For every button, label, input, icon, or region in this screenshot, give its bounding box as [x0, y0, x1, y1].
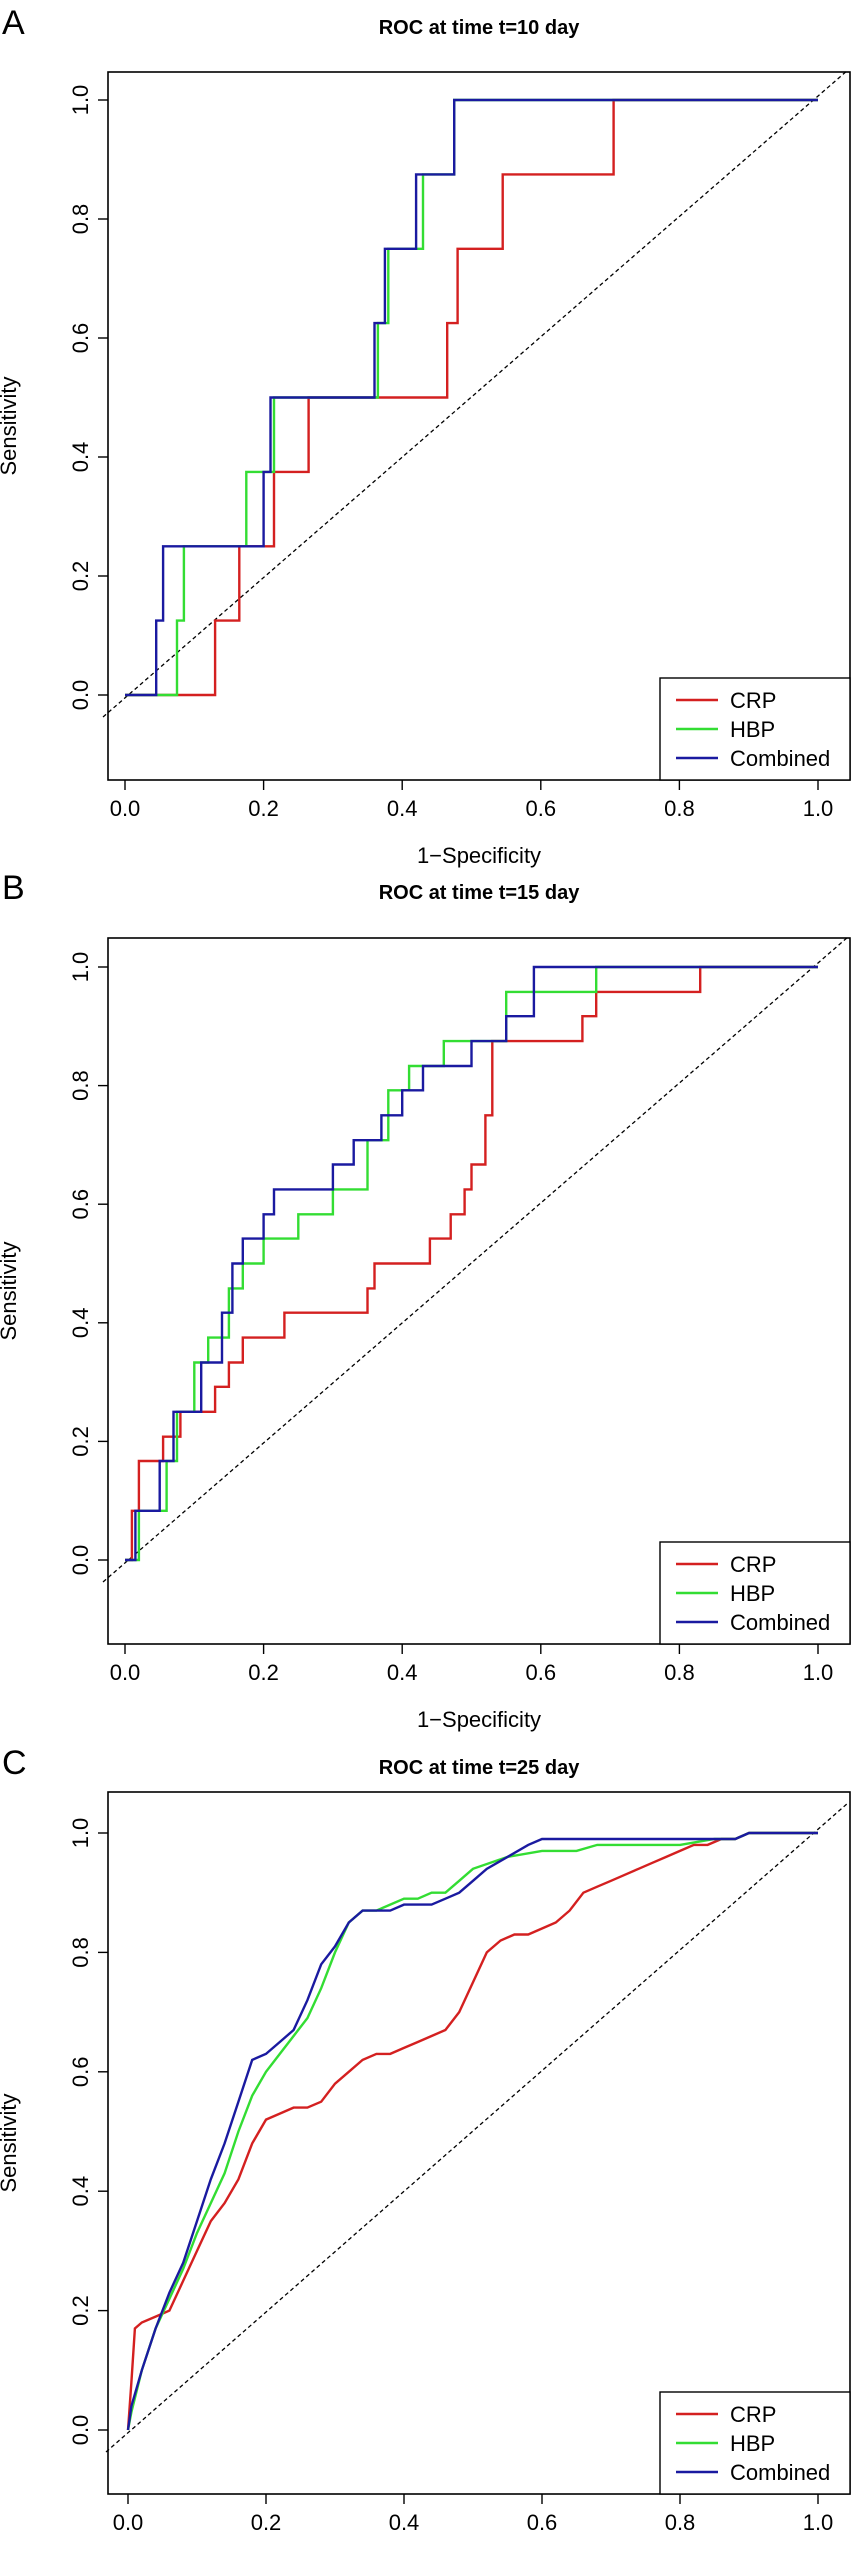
panel-c-plot-frame: [107, 1791, 851, 2495]
panel-a-y-tick-label: 0.4: [68, 442, 93, 473]
panel-a-y-tick-label: 0.8: [68, 204, 93, 235]
panel-b-legend-label-crp: CRP: [730, 1552, 776, 1577]
panel-a-series-crp: [125, 98, 818, 697]
panel-c-legend-label-hbp: HBP: [730, 2431, 775, 2456]
panel-b-y-tick-label: 0.0: [68, 1545, 93, 1576]
panel-a-x-tick-label: 0.2: [248, 796, 279, 821]
panel-a-y-axis-title: Sensitivity: [0, 376, 21, 475]
panel-a-legend-label-hbp: HBP: [730, 717, 775, 742]
panel-c-y-tick-label: 0.0: [68, 2415, 93, 2446]
panel-c-y-tick-label: 0.6: [68, 2057, 93, 2088]
panel-a-x-axis-title: 1−Specificity: [417, 843, 541, 868]
panel-a-legend-label-crp: CRP: [730, 688, 776, 713]
panel-a-y-tick-label: 0.2: [68, 561, 93, 592]
panel-b-plot-frame: [107, 937, 851, 1645]
panel-a-series-hbp: [125, 98, 818, 697]
panel-a-y-tick-label: 0.6: [68, 323, 93, 354]
panel-a-legend-label-combined: Combined: [730, 746, 830, 771]
panel-a-y-tick-label: 1.0: [68, 85, 93, 116]
panel-c-series-hbp: [126, 1831, 818, 2431]
panel-a-x-tick-label: 0.8: [664, 796, 695, 821]
panel-c-y-tick-label: 1.0: [68, 1818, 93, 1849]
panel-c-letter: C: [2, 1744, 27, 1782]
panel-b-series-crp: [125, 965, 818, 1562]
panel-b-legend-label-hbp: HBP: [730, 1581, 775, 1606]
panel-c-x-tick-label: 0.0: [113, 2510, 144, 2535]
panel-c-series-crp: [126, 1831, 818, 2431]
panel-c-x-tick-label: 0.4: [389, 2510, 420, 2535]
panel-c-y-tick-label: 0.2: [68, 2295, 93, 2326]
panel-c-diagonal-line: [105, 1802, 849, 2453]
panel-c-y-tick-label: 0.8: [68, 1937, 93, 1968]
panel-b-x-axis-title: 1−Specificity: [417, 1707, 541, 1732]
panel-b-x-tick-label: 0.4: [387, 1660, 418, 1685]
panel-b-x-tick-label: 1.0: [803, 1660, 834, 1685]
panel-a-y-tick-label: 0.0: [68, 680, 93, 711]
panel-b-y-tick-label: 0.6: [68, 1189, 93, 1220]
panel-c-legend-label-combined: Combined: [730, 2460, 830, 2485]
panel-a-x-tick-label: 0.0: [110, 796, 141, 821]
panel-b-letter: B: [2, 869, 25, 907]
panel-b-series-combined: [125, 965, 818, 1562]
panel-c-x-tick-label: 0.2: [251, 2510, 282, 2535]
panel-b-y-axis-title: Sensitivity: [0, 1241, 21, 1340]
panel-b-y-tick-label: 0.4: [68, 1308, 93, 1339]
panel-b-title: ROC at time t=15 day: [379, 882, 581, 904]
panel-a-plot-frame: [107, 71, 851, 781]
panel-b-x-tick-label: 0.0: [110, 1660, 141, 1685]
panel-a-x-tick-label: 1.0: [803, 796, 834, 821]
panel-c-series-combined: [126, 1831, 818, 2431]
panel-b-x-tick-label: 0.2: [248, 1660, 279, 1685]
panel-a-letter: A: [2, 4, 25, 42]
panel-b-y-tick-label: 0.8: [68, 1070, 93, 1101]
panel-b-diagonal-line: [102, 936, 849, 1583]
panel-a-diagonal-line: [102, 69, 849, 718]
panel-b-legend-label-combined: Combined: [730, 1610, 830, 1635]
panel-b-x-tick-label: 0.6: [526, 1660, 557, 1685]
panel-a-title: ROC at time t=10 day: [379, 17, 581, 39]
panel-a-series-combined: [125, 98, 818, 697]
panel-c-y-tick-label: 0.4: [68, 2176, 93, 2207]
panel-b-y-tick-label: 0.2: [68, 1426, 93, 1457]
panel-c-legend-label-crp: CRP: [730, 2402, 776, 2427]
panel-a-x-tick-label: 0.4: [387, 796, 418, 821]
panel-b-x-tick-label: 0.8: [664, 1660, 695, 1685]
panel-c-y-axis-title: Sensitivity: [0, 2093, 21, 2192]
panel-b-y-tick-label: 1.0: [68, 952, 93, 983]
panel-c-x-tick-label: 0.6: [527, 2510, 558, 2535]
panel-c-title: ROC at time t=25 day: [379, 1757, 581, 1779]
panel-c-x-tick-label: 1.0: [803, 2510, 834, 2535]
panel-c-x-tick-label: 0.8: [665, 2510, 696, 2535]
panel-a-x-tick-label: 0.6: [526, 796, 557, 821]
